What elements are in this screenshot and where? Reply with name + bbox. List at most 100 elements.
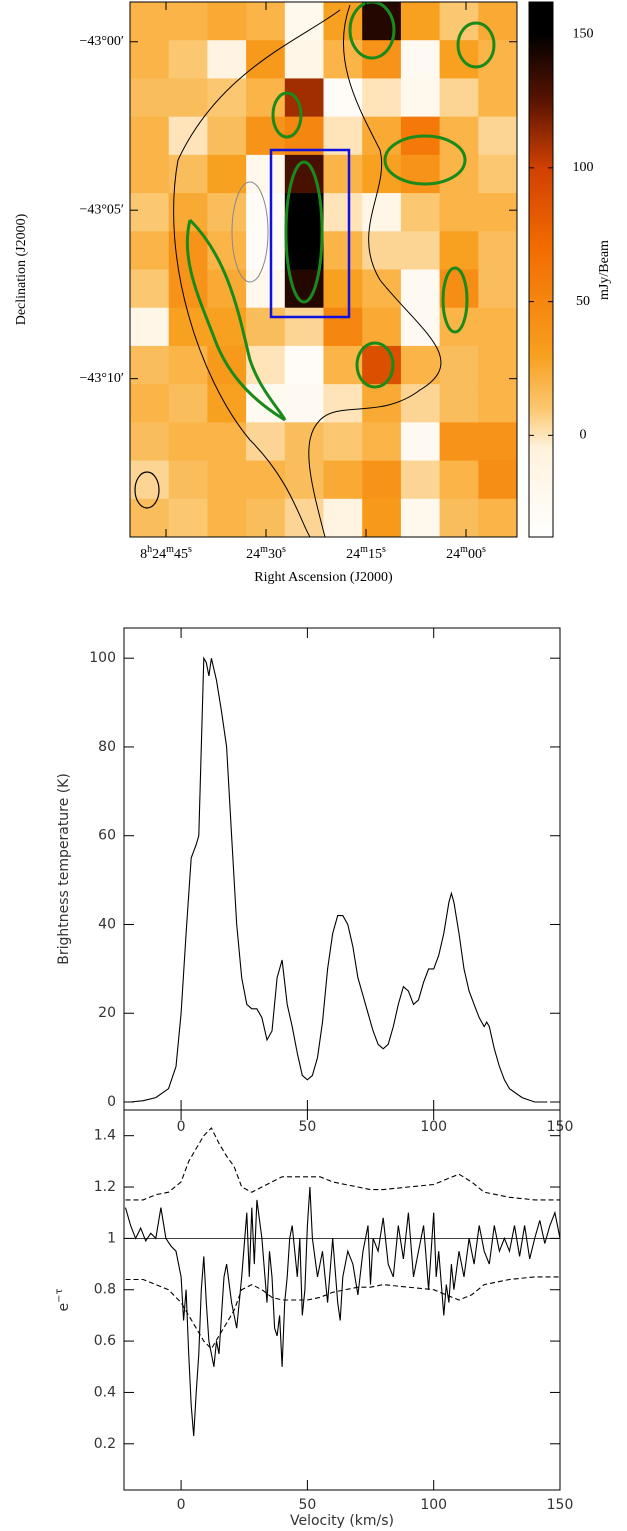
x-tick-label: 150 [547,1497,574,1513]
map-pixel [439,345,479,385]
map-pixel [246,460,286,500]
y-tick-label: 1 [107,1230,116,1246]
y-tick-label: 0.2 [94,1436,116,1452]
map-pixel [400,498,441,537]
map-pixel [246,40,286,79]
map-pixel [168,40,208,79]
map-pixel [478,231,517,270]
x-tick-label: 8h24m45s [140,544,192,562]
map-pixel [130,193,170,232]
map-pixel [400,193,441,232]
map-pixel [478,460,517,500]
map-pixel [362,345,402,385]
y-tick-label: −43°05′ [79,202,124,217]
map-pixel [362,78,402,118]
y-tick-label: 40 [98,916,116,932]
map-pixel [478,78,517,118]
x-tick-label: 24m30s [246,544,286,562]
map-pixel [478,498,517,537]
map-pixel [323,498,363,537]
data-line [125,1276,560,1350]
map-pixel [284,460,324,500]
map-pixel [168,345,208,385]
x-axis-label: Right Ascension (J2000) [254,570,393,585]
map-pixel [400,2,441,41]
map-pixel [207,193,247,232]
map-pixel [130,307,170,347]
x-tick-label: 50 [298,1497,316,1513]
y-tick-label: 1.2 [94,1179,116,1195]
y-tick-label: 60 [98,828,116,844]
map-pixel [130,231,170,270]
map-pixel [439,193,479,232]
map-pixel [400,422,441,462]
data-line [125,1127,560,1201]
map-pixel [478,193,517,232]
map-pixel [284,193,324,232]
y-tick-label: 80 [98,739,116,755]
data-line [130,656,548,1103]
map-pixel [130,154,170,194]
map-pixel [130,78,170,118]
colorbar-label: mJy/Beam [597,240,612,300]
map-pixel [130,40,170,79]
map-pixel [362,2,402,41]
map-pixel [130,422,170,462]
colorbar-tick-label: 150 [573,26,594,41]
map-pixel [439,78,479,118]
y-tick-label: 0 [107,1094,116,1110]
map-pixel [439,498,479,537]
map-pixel [478,2,517,41]
map-pixel [284,231,324,270]
map-pixel [246,231,286,270]
map-pixel [400,154,441,194]
y-axis-label: Brightness temperature (K) [56,773,72,965]
map-pixel [284,345,324,385]
x-tick-label: 0 [177,1497,186,1513]
map-pixel [362,384,402,423]
map-pixel [168,154,208,194]
x-tick-label: 100 [420,1497,447,1513]
map-pixel [246,193,286,232]
map-pixel [478,269,517,309]
map-pixel [168,422,208,462]
map-pixel [323,154,363,194]
map-pixel [362,40,402,79]
map-pixel [168,78,208,118]
y-tick-label: 1.4 [94,1128,116,1144]
y-tick-label: −43°00′ [79,34,124,49]
map-pixel [400,384,441,423]
plot-frame [129,1,518,538]
plot-frame [123,627,561,1111]
map-pixel [207,154,247,194]
x-tick-label: 24m00s [446,544,486,562]
map-pixel [400,231,441,270]
map-pixel [362,116,402,156]
map-pixel [439,384,479,423]
map-pixel [362,193,402,232]
map-pixel [323,307,363,347]
map-pixel [439,307,479,347]
plot-frame [123,1109,561,1491]
colorbar-tick-label: 0 [580,428,587,443]
map-pixel [478,154,517,194]
map-pixel [478,384,517,423]
map-pixel [207,2,247,41]
map-pixel [284,307,324,347]
map-pixel [323,384,363,423]
y-tick-label: 0.6 [94,1333,116,1349]
data-line [124,1186,561,1437]
map-pixel [323,231,363,270]
map-pixel [207,460,247,500]
y-axis-label: e−τ [54,1288,73,1311]
map-pixel [400,269,441,309]
map-contours [134,2,496,537]
map-pixel [400,345,441,385]
map-pixel [284,422,324,462]
map-pixel [207,78,247,118]
map-pixel [478,116,517,156]
map-pixel [478,307,517,347]
map-pixel [246,154,286,194]
map-pixel [284,78,324,118]
